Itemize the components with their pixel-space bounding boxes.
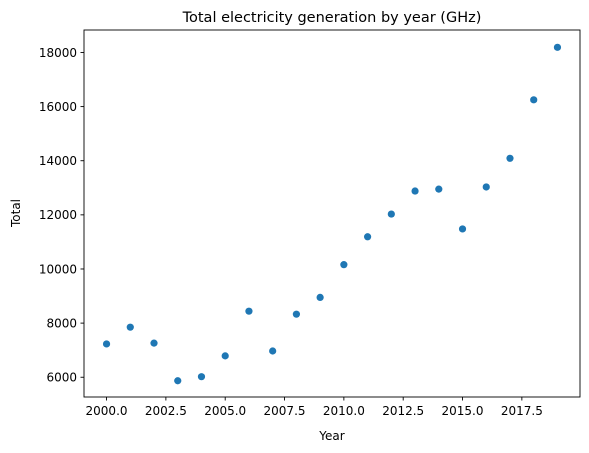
y-tick-label: 14000 <box>39 154 77 168</box>
x-tick-label: 2012.5 <box>382 404 424 418</box>
x-tick-label: 2005.0 <box>204 404 246 418</box>
data-point <box>269 347 276 354</box>
chart-title: Total electricity generation by year (GH… <box>182 10 482 26</box>
data-point <box>388 210 395 217</box>
data-point <box>364 233 371 240</box>
plot-area <box>84 30 580 397</box>
x-tick-label: 2015.0 <box>442 404 484 418</box>
x-tick-label: 2000.0 <box>86 404 128 418</box>
y-tick-label: 12000 <box>39 208 77 222</box>
y-tick-label: 8000 <box>46 316 77 330</box>
data-point <box>530 96 537 103</box>
x-tick-label: 2002.5 <box>145 404 187 418</box>
y-tick-label: 18000 <box>39 46 77 60</box>
x-tick-label: 2007.5 <box>264 404 306 418</box>
data-point <box>174 377 181 384</box>
y-tick-label: 10000 <box>39 262 77 276</box>
data-point <box>411 187 418 194</box>
x-axis-title: Year <box>318 429 344 443</box>
data-point <box>222 352 229 359</box>
y-axis-title: Total <box>9 199 23 228</box>
data-point <box>340 261 347 268</box>
data-point <box>317 294 324 301</box>
data-point <box>506 155 513 162</box>
x-tick-label: 2017.5 <box>501 404 543 418</box>
data-point <box>554 44 561 51</box>
data-point <box>198 373 205 380</box>
data-point <box>103 340 110 347</box>
data-point <box>245 308 252 315</box>
data-point <box>293 311 300 318</box>
y-tick-label: 16000 <box>39 100 77 114</box>
x-tick-label: 2010.0 <box>323 404 365 418</box>
data-point <box>150 340 157 347</box>
data-point <box>483 183 490 190</box>
data-point <box>459 225 466 232</box>
y-tick-label: 6000 <box>46 371 77 385</box>
data-point <box>127 324 134 331</box>
data-point <box>435 186 442 193</box>
